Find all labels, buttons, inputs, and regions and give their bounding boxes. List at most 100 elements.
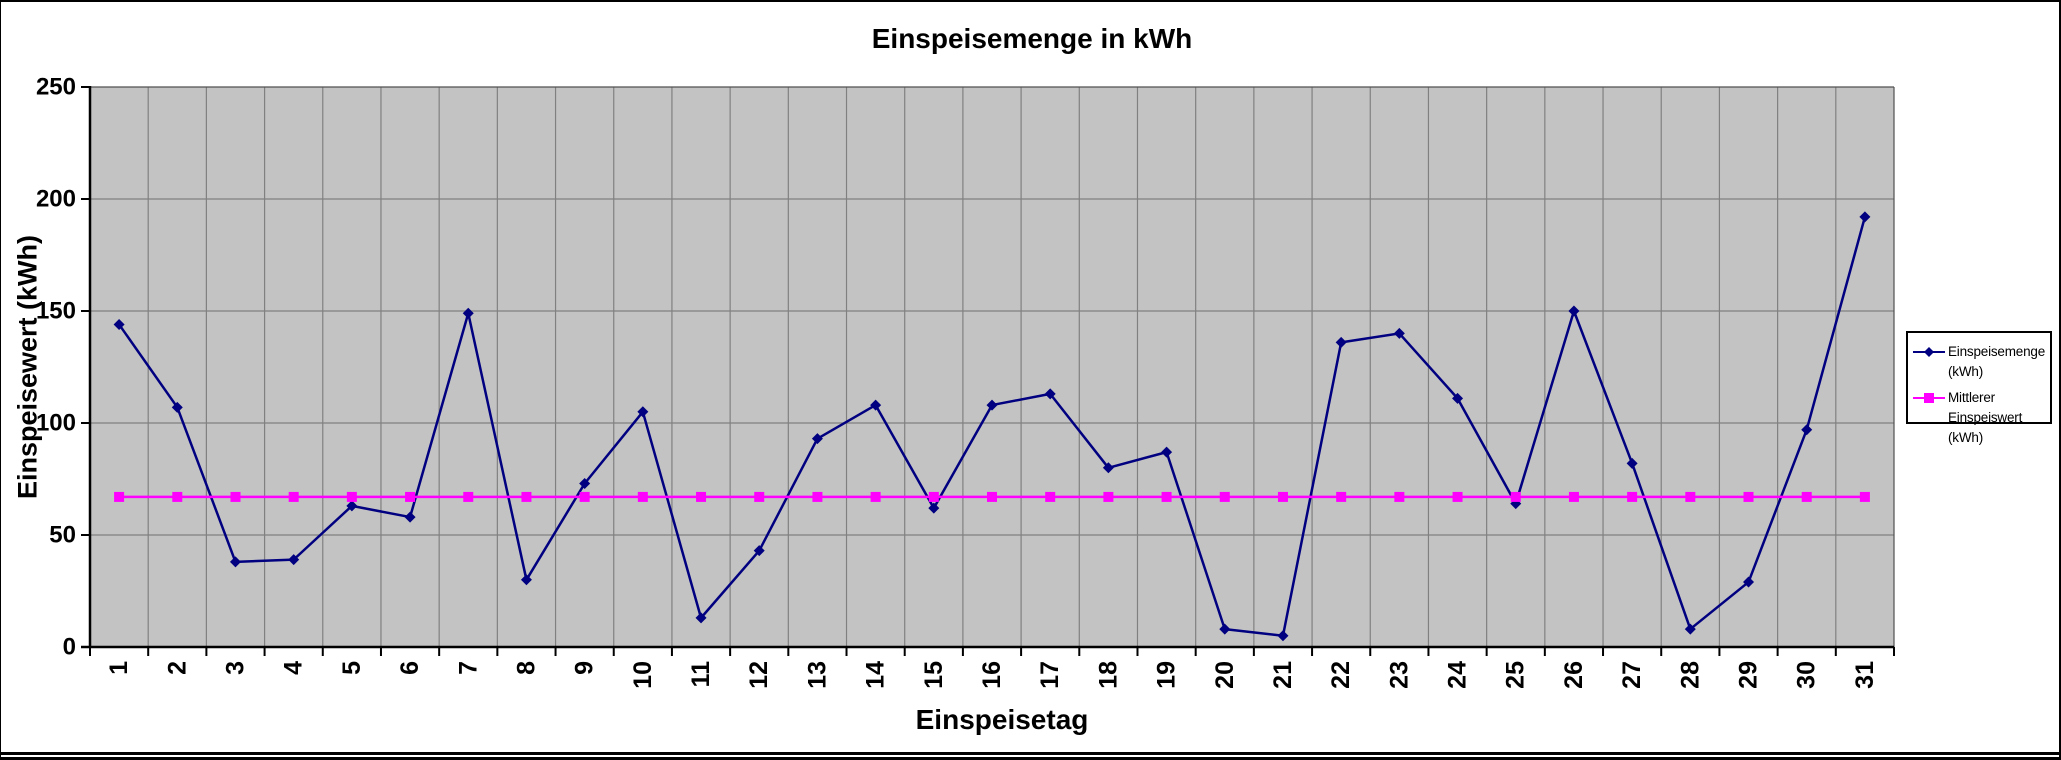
x-tick-label: 30	[1793, 661, 1821, 689]
data-point-square	[1161, 491, 1172, 502]
x-tick-label: 18	[1094, 661, 1122, 689]
data-point-square	[288, 491, 299, 502]
legend-marker-square-icon	[1913, 393, 1945, 403]
data-point-square	[346, 491, 357, 502]
data-point-square	[521, 491, 532, 502]
x-tick-label: 9	[571, 661, 599, 675]
window-border-bottom-line	[0, 752, 2061, 755]
x-tick-label: 26	[1560, 661, 1588, 689]
data-point-diamond	[986, 399, 998, 411]
data-point-square	[1743, 491, 1754, 502]
data-point-square	[1685, 491, 1696, 502]
x-tick-label: 6	[396, 661, 424, 675]
data-point-square	[1568, 491, 1579, 502]
data-point-square	[1452, 491, 1463, 502]
data-point-square	[928, 491, 939, 502]
data-point-diamond	[1044, 388, 1056, 400]
data-point-square	[114, 491, 125, 502]
window-border-top	[0, 0, 2061, 2]
legend-entry-einspeisemenge: Einspeisemenge (kWh)	[1912, 342, 2050, 384]
data-point-square	[1277, 491, 1288, 502]
x-tick-label: 10	[629, 661, 657, 689]
data-point-diamond	[811, 433, 823, 445]
y-tick-label: 200	[36, 186, 76, 213]
data-point-square	[1103, 491, 1114, 502]
window-border-bottom-edge	[0, 757, 2061, 760]
data-point-square	[637, 491, 648, 502]
data-point-square	[1859, 491, 1870, 502]
data-point-square	[463, 491, 474, 502]
x-tick-label: 31	[1851, 661, 1879, 689]
x-tick-label: 5	[338, 661, 366, 675]
chart-title: Einspeisemenge in kWh	[871, 23, 1193, 54]
x-tick-label: 8	[512, 661, 540, 675]
y-tick-label: 250	[36, 74, 76, 101]
data-point-square	[1045, 491, 1056, 502]
data-point-diamond	[579, 477, 591, 489]
x-tick-label: 29	[1735, 661, 1763, 689]
x-tick-label: 20	[1211, 661, 1239, 689]
y-axis-title: Einspeisewert (kWh)	[12, 234, 43, 500]
y-tick-label: 150	[36, 298, 76, 325]
data-point-diamond	[695, 612, 707, 624]
x-tick-label: 7	[454, 661, 482, 675]
data-point-diamond	[1684, 623, 1696, 635]
data-point-diamond	[229, 556, 241, 568]
x-tick-label: 24	[1444, 661, 1472, 689]
y-tick-label: 100	[36, 410, 76, 437]
x-tick-label: 14	[862, 661, 890, 689]
legend-label: Mittlerer Einspeiswert (kWh)	[1948, 390, 2023, 445]
x-tick-label: 23	[1385, 661, 1413, 689]
data-point-diamond	[1568, 305, 1580, 317]
window-border-right	[2059, 0, 2061, 760]
x-tick-label: 22	[1327, 661, 1355, 689]
x-tick-label: 13	[803, 661, 831, 689]
data-point-diamond	[462, 307, 474, 319]
x-tick-label: 25	[1502, 661, 1530, 689]
window-border-left	[0, 0, 1, 760]
legend: Einspeisemenge (kWh) Mittlerer Einspeisw…	[1906, 331, 2052, 445]
data-point-diamond	[113, 318, 125, 330]
data-point-diamond	[1859, 211, 1871, 223]
data-point-square	[987, 491, 997, 502]
x-tick-label: 4	[280, 661, 308, 675]
x-axis-title: Einspeisetag	[915, 704, 1089, 735]
data-point-square	[696, 491, 707, 502]
data-point-square	[812, 491, 823, 502]
data-point-diamond	[171, 401, 183, 413]
x-tick-label: 2	[163, 661, 191, 675]
data-point-diamond	[1335, 336, 1347, 348]
plot-background	[90, 87, 1894, 647]
x-tick-label: 12	[745, 661, 773, 689]
data-point-diamond	[928, 502, 940, 514]
data-point-diamond	[520, 574, 532, 586]
data-point-square	[1394, 491, 1405, 502]
data-point-square	[172, 491, 183, 502]
data-point-diamond	[1161, 446, 1173, 458]
y-tick-label: 50	[49, 522, 76, 549]
data-point-square	[1801, 491, 1812, 502]
x-tick-label: 19	[1153, 661, 1181, 689]
data-point-diamond	[1393, 327, 1405, 339]
x-tick-label: 28	[1676, 661, 1704, 689]
y-tick-label: 0	[63, 634, 76, 661]
data-point-diamond	[1452, 392, 1464, 404]
x-tick-label: 11	[687, 661, 715, 688]
data-point-square	[405, 491, 416, 502]
data-point-diamond	[1277, 630, 1289, 642]
data-point-diamond	[346, 500, 358, 512]
data-point-diamond	[1626, 457, 1638, 469]
legend-label: Einspeisemenge (kWh)	[1948, 344, 2046, 379]
data-point-square	[754, 491, 765, 502]
data-point-diamond	[1801, 424, 1813, 436]
data-point-square	[230, 491, 241, 502]
data-point-square	[579, 491, 590, 502]
x-tick-label: 1	[105, 661, 133, 675]
data-point-diamond	[1102, 462, 1114, 474]
x-tick-label: 16	[978, 661, 1006, 689]
data-point-diamond	[1219, 623, 1231, 635]
legend-marker-diamond-icon	[1913, 347, 1945, 357]
legend-entry-mittlerer: Mittlerer Einspeiswert (kWh)	[1912, 388, 2050, 445]
